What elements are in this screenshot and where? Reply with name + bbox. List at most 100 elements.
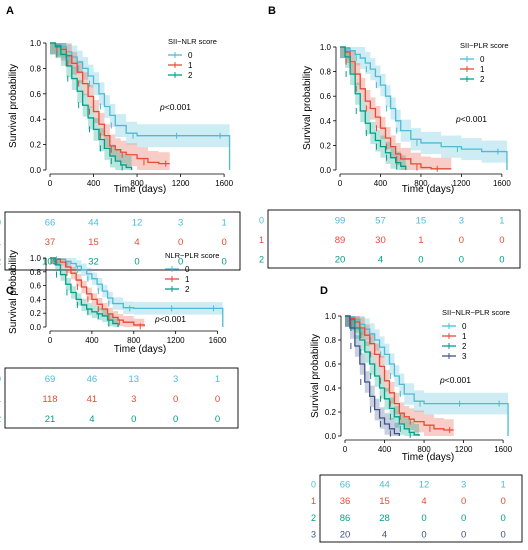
ci-band-0: [50, 258, 223, 327]
legend-label-2: 2: [480, 75, 485, 84]
legend-label-0: 0: [462, 322, 467, 331]
y-tick-label: 0.8: [30, 64, 42, 73]
x-axis-label: Time (days): [402, 184, 454, 195]
risk-count: 0: [221, 256, 226, 267]
legend-title: SII−NLR score: [168, 37, 217, 46]
risk-count: 32: [88, 256, 99, 267]
risk-count: 3: [131, 394, 136, 405]
y-tick-label: 0.8: [320, 68, 332, 77]
km-curve-0: [50, 257, 224, 327]
km-curve-1: [50, 257, 145, 327]
p-value-annotation: p<0.001: [455, 114, 487, 124]
risk-count: 0: [461, 513, 466, 524]
risk-count: 20: [340, 530, 351, 541]
risk-count: 99: [335, 216, 346, 227]
risk-count: 105: [42, 256, 58, 267]
risk-count: 0: [178, 237, 183, 248]
risk-count: 69: [45, 374, 56, 385]
risk-count: 13: [128, 374, 139, 385]
x-tick-label: 400: [378, 445, 392, 454]
risk-row-label-2: 2: [259, 254, 264, 264]
x-tick-label: 1200: [453, 179, 471, 188]
risk-table-frame: [4, 367, 239, 429]
risk-row-label-0: 0: [259, 216, 264, 226]
y-axis-label: Survival probability: [8, 250, 19, 334]
ci-band-1: [340, 47, 452, 170]
risk-count: 1: [215, 374, 220, 385]
risk-count: 1: [221, 218, 226, 229]
x-tick-label: 800: [127, 336, 141, 345]
y-tick-label: 0.2: [30, 309, 42, 318]
legend-label-3: 3: [462, 352, 467, 361]
km-curve-3: [345, 315, 401, 436]
risk-count: 57: [375, 216, 386, 227]
y-tick-label: 0.0: [30, 323, 42, 332]
x-tick-label: 1200: [455, 445, 473, 454]
risk-count: 44: [88, 218, 99, 229]
legend-title: SII−PLR score: [460, 41, 509, 50]
y-tick-label: 0.2: [325, 408, 337, 417]
legend-label-1: 1: [462, 332, 467, 341]
risk-table-frame: [4, 211, 241, 271]
risk-count: 118: [42, 394, 57, 405]
risk-count: 21: [45, 414, 56, 425]
panel-label: A: [6, 5, 14, 17]
x-tick-label: 0: [338, 179, 343, 188]
risk-count: 1: [500, 479, 505, 490]
legend-label-2: 2: [188, 71, 193, 80]
ci-band-0: [50, 43, 230, 170]
x-tick-label: 1600: [493, 179, 511, 188]
risk-count: 0: [131, 414, 136, 425]
x-tick-label: 800: [417, 445, 431, 454]
ci-band-2: [345, 316, 420, 436]
risk-count: 0: [221, 237, 226, 248]
risk-count: 0: [421, 513, 426, 524]
x-tick-label: 0: [48, 336, 53, 345]
km-curve-0: [340, 46, 508, 170]
km-curve-2: [340, 46, 407, 170]
ci-band-1: [50, 258, 145, 327]
p-value-annotation: p<0.001: [154, 314, 186, 324]
risk-count: 0: [178, 256, 183, 267]
x-tick-label: 400: [374, 179, 388, 188]
ci-band-1: [345, 316, 454, 436]
legend-label-1: 1: [480, 65, 485, 74]
risk-count: 0: [499, 254, 504, 265]
risk-row-label-1: 1: [259, 235, 264, 245]
risk-count: 66: [45, 218, 56, 229]
risk-table-frame: [319, 474, 523, 543]
y-tick-label: 0.4: [325, 384, 337, 393]
risk-row-label-2: 2: [0, 414, 1, 424]
x-axis-label: Time (days): [114, 184, 166, 195]
risk-count: 0: [459, 235, 464, 246]
x-tick-label: 400: [85, 336, 99, 345]
x-tick-label: 0: [48, 179, 53, 188]
x-tick-label: 0: [343, 445, 348, 454]
ci-band-1: [50, 43, 170, 170]
risk-count: 12: [132, 218, 143, 229]
risk-count: 0: [500, 513, 505, 524]
y-tick-label: 0.0: [30, 166, 42, 175]
x-tick-label: 1600: [215, 179, 233, 188]
risk-count: 3: [459, 216, 464, 227]
y-tick-label: 0.2: [30, 141, 42, 150]
risk-count: 0: [173, 414, 178, 425]
risk-count: 0: [459, 254, 464, 265]
legend-label-2: 2: [185, 285, 190, 294]
x-axis-label: Time (days): [114, 344, 166, 355]
y-tick-label: 0.0: [320, 166, 332, 175]
risk-count: 36: [340, 496, 351, 507]
x-tick-label: 1200: [172, 179, 190, 188]
x-tick-label: 800: [414, 179, 428, 188]
panel-label: B: [268, 5, 276, 17]
legend-title: NLR−PLR score: [165, 251, 219, 260]
legend-label-0: 0: [188, 51, 193, 60]
y-tick-label: 0.8: [30, 268, 42, 277]
risk-row-label-2: 2: [311, 513, 316, 523]
y-tick-label: 0.6: [320, 92, 332, 101]
x-tick-label: 800: [130, 179, 144, 188]
risk-count: 4: [382, 530, 387, 541]
risk-count: 28: [379, 513, 390, 524]
risk-count: 15: [88, 237, 99, 248]
